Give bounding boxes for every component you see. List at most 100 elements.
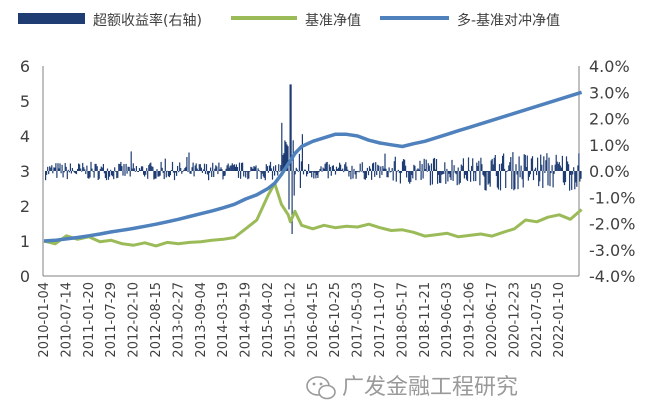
- x-tick-label: 2021-07-05: [530, 282, 545, 358]
- excess-return-bar: [331, 165, 333, 171]
- excess-return-bar: [532, 171, 535, 181]
- legend: 超额收益率(右轴) 基准净值 多-基准对冲净值: [18, 12, 560, 29]
- x-tick-label: 2011-07-29: [104, 282, 119, 358]
- excess-return-bar: [425, 159, 427, 171]
- excess-return-bar: [120, 161, 122, 171]
- excess-return-bar: [102, 164, 104, 171]
- excess-return-bar: [113, 171, 115, 180]
- excess-return-bar: [481, 164, 483, 171]
- excess-return-bar: [375, 162, 377, 171]
- excess-return-bar: [524, 154, 526, 171]
- x-tick-label: 2013-09-04: [194, 282, 209, 358]
- excess-return-bar: [96, 166, 98, 171]
- excess-return-bar: [206, 171, 209, 175]
- excess-return-bar: [177, 165, 179, 171]
- excess-return-bar: [340, 164, 342, 171]
- excess-return-bar: [52, 171, 54, 174]
- excess-return-bar: [195, 163, 197, 171]
- excess-return-bar: [405, 165, 407, 171]
- excess-return-bar: [564, 171, 567, 183]
- excess-return-bar: [153, 171, 155, 180]
- excess-return-bar: [285, 142, 287, 171]
- excess-return-bar: [452, 171, 454, 181]
- excess-return-bar: [515, 164, 517, 171]
- excess-return-bar: [486, 171, 488, 172]
- excess-return-bar: [555, 154, 557, 171]
- excess-return-bar: [495, 171, 497, 176]
- excess-return-bar: [173, 171, 176, 181]
- watermark: 广发金融工程研究: [306, 375, 518, 400]
- excess-return-bar: [118, 163, 120, 171]
- excess-return-bar: [105, 171, 108, 181]
- excess-return-bar: [63, 171, 65, 173]
- excess-return-bar: [104, 171, 106, 178]
- excess-return-bar: [122, 171, 124, 176]
- excess-return-bar: [310, 171, 312, 173]
- excess-return-bar: [437, 171, 439, 184]
- excess-return-bar: [569, 171, 571, 191]
- excess-return-bar: [193, 171, 195, 177]
- excess-return-bar: [70, 171, 72, 174]
- excess-return-bar: [302, 171, 305, 175]
- excess-return-bar: [576, 171, 578, 187]
- excess-return-bar: [128, 166, 130, 171]
- excess-return-bar: [248, 171, 250, 179]
- excess-return-bar: [256, 171, 258, 179]
- excess-return-bar: [458, 171, 460, 185]
- legend-swatch-excess-return: [18, 13, 85, 24]
- excess-return-bar: [460, 164, 462, 171]
- excess-return-bar: [449, 171, 451, 178]
- excess-return-bar: [296, 169, 298, 171]
- excess-return-bar: [226, 165, 228, 171]
- excess-return-bar: [335, 166, 338, 171]
- excess-return-bar: [492, 164, 494, 171]
- excess-return-bar: [144, 171, 146, 177]
- excess-return-bar: [56, 171, 58, 178]
- legend-label-excess-return: 超额收益率(右轴): [93, 12, 202, 29]
- excess-return-bar: [519, 171, 521, 178]
- excess-return-bar: [414, 165, 416, 171]
- excess-return-bar: [578, 153, 580, 171]
- excess-return-bar: [461, 165, 463, 171]
- excess-return-bar: [562, 171, 564, 183]
- excess-return-bar: [514, 171, 516, 190]
- excess-return-bar: [224, 171, 226, 176]
- excess-return-bar: [202, 169, 204, 171]
- legend-label-hedge-nav: 多-基准对冲净值: [457, 12, 560, 29]
- excess-return-bar: [82, 162, 84, 171]
- excess-return-bar: [103, 171, 105, 174]
- excess-return-bar: [489, 171, 491, 187]
- excess-return-bar: [543, 156, 545, 171]
- excess-return-bar: [539, 171, 541, 182]
- excess-return-bar: [68, 171, 70, 173]
- excess-return-bar: [399, 171, 401, 184]
- excess-return-bar: [360, 171, 362, 172]
- excess-return-bar: [356, 171, 358, 173]
- excess-return-bar: [362, 171, 364, 173]
- excess-return-bar: [563, 171, 566, 186]
- excess-return-bar: [67, 169, 69, 171]
- excess-return-bar: [433, 157, 436, 171]
- excess-return-bar: [570, 171, 572, 175]
- excess-return-bar: [365, 171, 367, 179]
- excess-return-bar: [284, 140, 286, 171]
- excess-return-bar: [168, 171, 170, 178]
- excess-return-bar: [457, 167, 459, 171]
- excess-return-bar: [271, 171, 274, 180]
- excess-return-bar: [184, 168, 186, 171]
- excess-return-bar: [274, 171, 276, 176]
- excess-return-bar: [204, 171, 207, 174]
- excess-return-bar: [490, 160, 492, 171]
- excess-return-bar: [257, 168, 259, 171]
- excess-return-bar: [159, 171, 161, 176]
- excess-return-bar: [398, 171, 400, 173]
- excess-return-bar: [325, 162, 327, 171]
- excess-return-bar: [404, 159, 406, 171]
- excess-return-bar: [409, 171, 411, 184]
- x-tick-label: 2020-12-23: [507, 282, 522, 358]
- excess-return-bar: [421, 164, 423, 171]
- excess-return-bar: [572, 171, 574, 175]
- excess-return-bar: [316, 171, 318, 176]
- excess-return-bar: [214, 168, 216, 171]
- excess-return-bar: [183, 169, 185, 171]
